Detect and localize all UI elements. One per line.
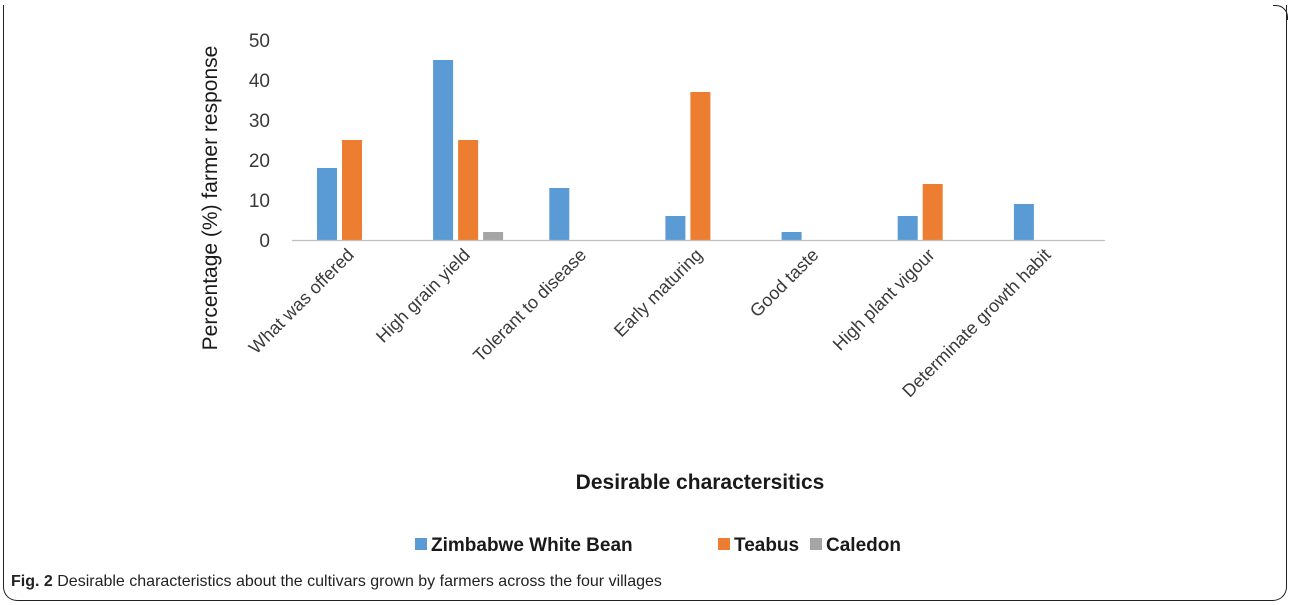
bar — [922, 184, 943, 240]
bar — [458, 140, 479, 240]
figure-frame — [3, 5, 1288, 601]
x-axis-title: Desirable charactersitics — [576, 471, 825, 494]
bar — [665, 216, 686, 240]
bar-groups — [317, 60, 1034, 240]
y-tick-label: 20 — [249, 151, 270, 172]
bar-group — [549, 188, 570, 240]
legend-label: Teabus — [734, 535, 799, 556]
x-tick-label: What was offered — [245, 245, 358, 358]
x-tick-label: Early maturing — [610, 245, 706, 341]
legend-item: Zimbabwe White Bean — [415, 535, 633, 556]
bar — [483, 232, 504, 240]
y-tick-label: 50 — [249, 31, 270, 52]
y-tick-label: 40 — [249, 71, 270, 92]
bar-group — [1013, 204, 1034, 240]
bar — [781, 232, 802, 240]
bar — [1013, 204, 1034, 240]
figure-caption-text: Desirable characteristics about the cult… — [57, 573, 662, 590]
y-axis-ticks: 0 10 20 30 40 50 — [249, 31, 270, 252]
legend-item: Teabus — [718, 535, 799, 556]
x-tick-label: Good taste — [746, 245, 822, 321]
bar-group — [897, 184, 943, 240]
bar — [897, 216, 918, 240]
bar — [690, 92, 711, 240]
y-tick-label: 10 — [249, 191, 270, 212]
bar — [317, 168, 337, 240]
bar-group — [433, 60, 504, 240]
y-tick-label: 30 — [249, 111, 270, 132]
legend-item: Caledon — [810, 535, 901, 556]
bar-group — [781, 232, 802, 240]
figure-caption: Fig. 2 Desirable characteristics about t… — [11, 573, 662, 591]
figure-label: Fig. 2 — [11, 573, 53, 590]
legend-label: Caledon — [826, 535, 901, 556]
x-tick-label: High grain yield — [372, 245, 474, 347]
legend-label: Zimbabwe White Bean — [431, 535, 633, 556]
x-tick-label: Tolerant to disease — [469, 245, 590, 366]
x-tick-label: High plant vigour — [829, 245, 939, 355]
legend-swatch — [415, 538, 427, 550]
category-labels: What was offered High grain yieldTolerant… — [245, 245, 1055, 401]
bar-group — [317, 140, 362, 240]
y-tick-label: 0 — [259, 231, 270, 252]
legend: Zimbabwe White Bean Teabus Caledon — [415, 535, 901, 556]
bar — [433, 60, 454, 240]
bar — [342, 140, 362, 240]
legend-swatch — [810, 538, 822, 550]
y-axis-title: Percentage (%) farmer response — [199, 46, 222, 351]
legend-swatch — [718, 538, 730, 550]
bar-group — [665, 92, 711, 240]
bar — [549, 188, 570, 240]
